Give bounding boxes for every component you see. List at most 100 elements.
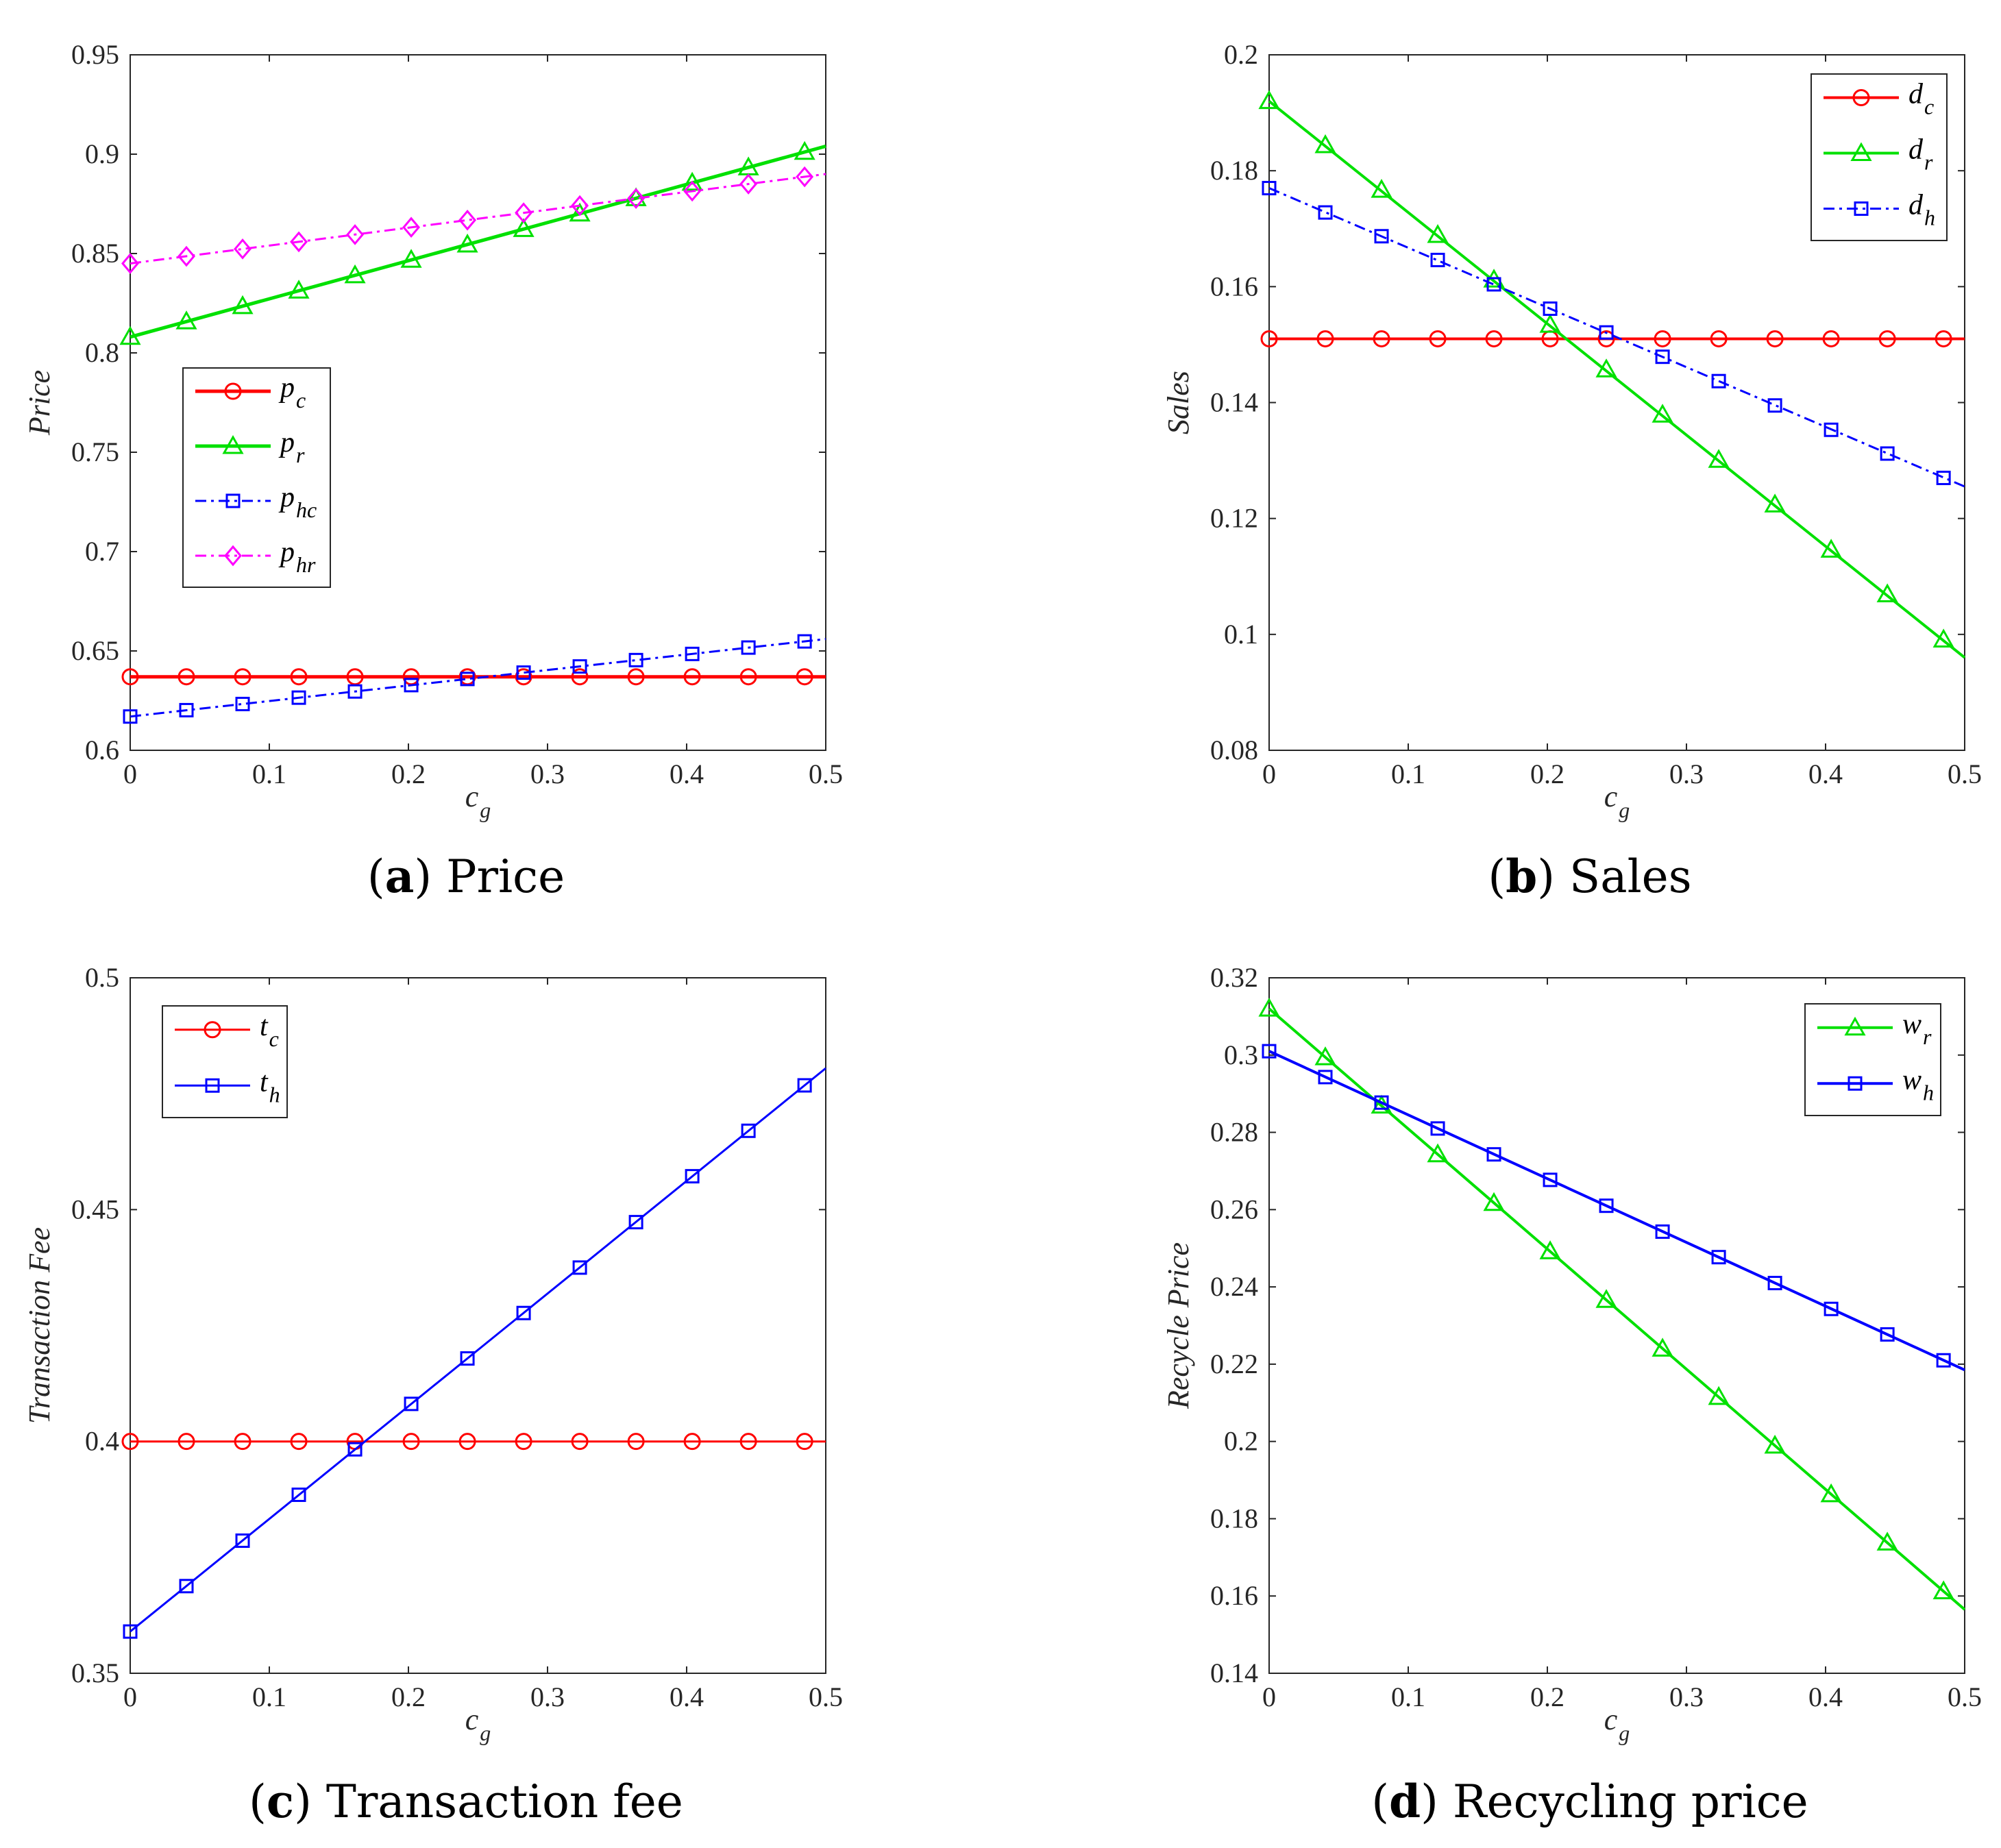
data-point-p-r bbox=[794, 140, 815, 160]
data-point-p-hc bbox=[516, 665, 531, 680]
x-tick-label: 0.2 bbox=[391, 1681, 426, 1712]
data-point-w-r bbox=[1764, 1434, 1786, 1454]
x-tick-label: 0.2 bbox=[1530, 1681, 1564, 1712]
y-tick-label: 0.18 bbox=[1210, 155, 1258, 186]
legend-frame bbox=[162, 1005, 288, 1118]
data-point-d-c bbox=[1935, 330, 1952, 347]
legend-label-d-c: dc bbox=[1908, 79, 1934, 119]
caption-b-letter: b bbox=[1506, 850, 1538, 903]
chart-b: 0 0.1 0.2 0.3 0.4 0.5 0.08 0.1 0.12 0.14 0.16 0.18 0… bbox=[1162, 39, 1982, 822]
data-point-p-hr bbox=[402, 217, 421, 238]
y-tick-label: 0.75 bbox=[71, 436, 119, 467]
series-line-d-r bbox=[1268, 100, 1966, 659]
data-point-w-r bbox=[1314, 1046, 1336, 1065]
data-point-p-hc bbox=[404, 678, 419, 693]
data-point-p-c bbox=[515, 668, 532, 686]
data-point-d-c bbox=[1316, 330, 1334, 347]
chart-a: 0 0.1 0.2 0.3 0.4 0.5 0.6 0.65 0.7 0.75 0.8 0.85 0.9… bbox=[23, 39, 843, 822]
y-tick-label: 0.24 bbox=[1210, 1271, 1258, 1302]
data-point-d-c bbox=[1766, 330, 1784, 347]
data-point-t-h bbox=[123, 1624, 138, 1639]
caption-c-text: Transaction fee bbox=[326, 1775, 683, 1828]
y-tick-label: 0.26 bbox=[1210, 1194, 1258, 1224]
x-tick-label: 0.3 bbox=[530, 1681, 565, 1712]
data-point-w-h bbox=[1655, 1224, 1670, 1239]
y-tick-label: 0.9 bbox=[85, 138, 119, 169]
data-point-w-r bbox=[1708, 1385, 1730, 1405]
x-tick-label: 0.1 bbox=[1391, 1681, 1425, 1712]
data-point-p-r bbox=[232, 295, 254, 315]
data-point-d-c bbox=[1654, 330, 1671, 347]
data-point-p-hc bbox=[291, 690, 306, 705]
data-point-p-r bbox=[456, 233, 478, 253]
data-point-t-h bbox=[404, 1396, 419, 1412]
x-tick-label: 0.5 bbox=[809, 759, 843, 789]
data-point-d-r bbox=[1764, 493, 1786, 513]
x-tick-label: 0.4 bbox=[1808, 1681, 1843, 1712]
legend-frame bbox=[182, 367, 331, 588]
data-point-d-h bbox=[1430, 252, 1445, 267]
caption-d-letter: d bbox=[1389, 1775, 1421, 1828]
x-tick-label: 0.1 bbox=[252, 759, 286, 789]
y-tick-label: 0.12 bbox=[1210, 503, 1258, 534]
data-point-t-c bbox=[627, 1433, 645, 1451]
data-point-w-h bbox=[1767, 1275, 1782, 1290]
data-point-p-hr bbox=[234, 238, 251, 260]
data-point-p-hc bbox=[628, 652, 643, 667]
legend-label-sub: c bbox=[269, 1026, 279, 1051]
legend-marker-d-r bbox=[1850, 142, 1872, 161]
data-point-t-h bbox=[685, 1169, 700, 1184]
data-point-w-h bbox=[1318, 1070, 1333, 1085]
data-point-d-r bbox=[1371, 179, 1392, 198]
x-axis-label-sub: g bbox=[480, 798, 491, 822]
y-tick-label: 0.18 bbox=[1210, 1503, 1258, 1533]
legend-marker-t-h bbox=[205, 1078, 220, 1093]
data-point-d-h bbox=[1486, 277, 1501, 292]
chart-c: 0 0.1 0.2 0.3 0.4 0.50.350.40.450.5cgTransact… bbox=[23, 962, 843, 1745]
legend-marker-d-c bbox=[1852, 89, 1870, 106]
data-point-d-r bbox=[1427, 224, 1449, 243]
y-tick-label: 0.32 bbox=[1210, 962, 1258, 993]
data-point-p-hc bbox=[797, 634, 812, 649]
data-point-p-c bbox=[627, 668, 645, 686]
data-point-t-c bbox=[177, 1433, 195, 1451]
legend-marker-p-hc bbox=[225, 493, 241, 508]
y-tick-label: 0.16 bbox=[1210, 271, 1258, 301]
data-point-p-c bbox=[739, 668, 757, 686]
x-tick-label: 0.3 bbox=[1669, 1681, 1704, 1712]
data-point-d-h bbox=[1767, 398, 1782, 413]
data-point-t-c bbox=[234, 1433, 251, 1451]
x-axis-label: cg bbox=[1604, 1703, 1630, 1745]
x-tick-label: 0.1 bbox=[1391, 759, 1425, 789]
data-point-d-h bbox=[1936, 470, 1951, 485]
data-point-p-hc bbox=[685, 646, 700, 661]
legend-label-sub: c bbox=[296, 388, 306, 412]
y-tick-label: 0.85 bbox=[71, 238, 119, 269]
data-point-d-r bbox=[1258, 90, 1280, 110]
series-line-d-h bbox=[1268, 187, 1965, 488]
data-point-d-h bbox=[1599, 325, 1614, 340]
data-point-p-hc bbox=[741, 640, 756, 655]
legend-frame bbox=[1810, 73, 1948, 241]
data-point-p-hr bbox=[458, 209, 477, 231]
data-point-t-h bbox=[235, 1533, 250, 1548]
data-point-d-c bbox=[1260, 330, 1278, 347]
data-point-t-h bbox=[516, 1305, 531, 1320]
data-point-p-hr bbox=[177, 245, 195, 267]
data-point-t-h bbox=[628, 1215, 643, 1230]
caption-c: (c) Transaction fee bbox=[249, 1775, 683, 1828]
data-point-t-c bbox=[739, 1433, 757, 1451]
data-point-w-r bbox=[1483, 1192, 1505, 1211]
data-point-d-c bbox=[1878, 330, 1896, 347]
x-tick-label: 0.5 bbox=[1948, 759, 1982, 789]
x-tick-label: 0 bbox=[1262, 759, 1276, 789]
data-point-p-r bbox=[569, 202, 591, 222]
legend-label-sub: c bbox=[1924, 95, 1934, 119]
data-point-w-h bbox=[1711, 1250, 1726, 1265]
y-axis-label: Sales bbox=[1162, 371, 1195, 434]
series-line-p-hr bbox=[130, 173, 826, 264]
series-p-hr bbox=[121, 166, 826, 274]
x-tick-label: 0 bbox=[1262, 1681, 1276, 1712]
